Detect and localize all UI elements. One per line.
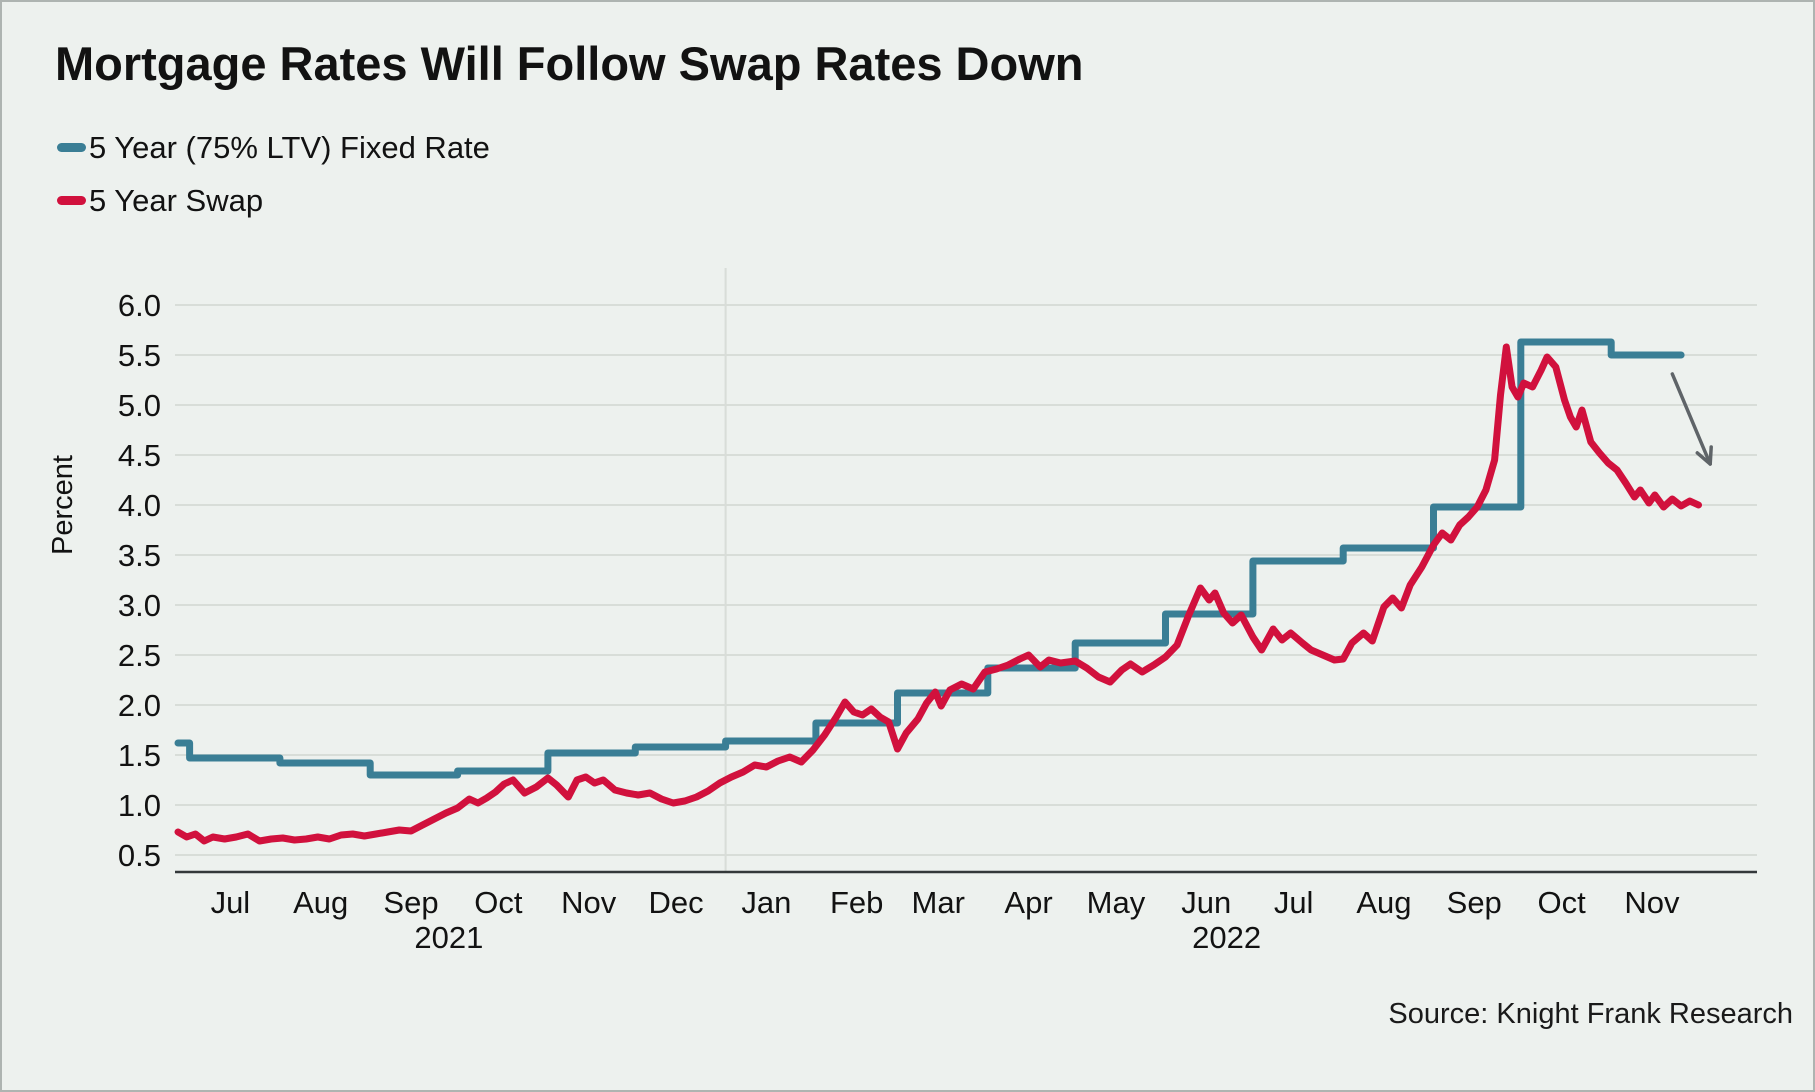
- series-line-swap: [174, 343, 1702, 845]
- legend-label-fixed-rate: 5 Year (75% LTV) Fixed Rate: [89, 129, 490, 165]
- x-tick-label-2-sep: Sep: [383, 885, 438, 920]
- legend-item-fixed-rate: 5 Year (75% LTV) Fixed Rate: [57, 121, 490, 174]
- y-tick-label-5.5: 5.5: [118, 338, 161, 373]
- year-label-2022: 2022: [1192, 920, 1261, 955]
- x-tick-label-4-nov: Nov: [561, 885, 617, 920]
- x-tick-label-3-oct: Oct: [474, 885, 523, 920]
- annotation-arrowhead-icon: [1695, 445, 1713, 466]
- y-tick-label-3.0: 3.0: [118, 588, 161, 623]
- x-tick-label-9-apr: Apr: [1004, 885, 1052, 920]
- year-label-2021: 2021: [414, 920, 483, 955]
- x-tick-label-16-nov: Nov: [1624, 885, 1680, 920]
- y-tick-label-2.0: 2.0: [118, 688, 161, 723]
- y-tick-label-4.0: 4.0: [118, 488, 161, 523]
- annotation-arrow-shaft: [1670, 372, 1712, 466]
- x-tick-label-13-aug: Aug: [1356, 885, 1411, 920]
- x-tick-label-12-jul: Jul: [1274, 885, 1314, 920]
- x-tick-label-6-jan: Jan: [741, 885, 791, 920]
- x-tick-label-8-mar: Mar: [912, 885, 965, 920]
- x-tick-label-10-may: May: [1087, 885, 1146, 920]
- y-axis-title: Percent: [47, 455, 79, 555]
- y-tick-label-1.5: 1.5: [118, 738, 161, 773]
- series-line-fixed-rate: [174, 338, 1685, 779]
- x-tick-label-7-feb: Feb: [830, 885, 883, 920]
- chart-legend: 5 Year (75% LTV) Fixed Rate 5 Year Swap: [57, 121, 490, 227]
- chart-title: Mortgage Rates Will Follow Swap Rates Do…: [55, 37, 1084, 90]
- legend-label-swap: 5 Year Swap: [89, 182, 264, 218]
- swap-swatch-icon: [57, 196, 86, 205]
- y-tick-label-0.5: 0.5: [118, 838, 161, 873]
- x-tick-label-1-aug: Aug: [293, 885, 348, 920]
- x-tick-label-14-sep: Sep: [1447, 885, 1502, 920]
- source-note: Source: Knight Frank Research: [1388, 998, 1793, 1030]
- y-tick-label-4.5: 4.5: [118, 438, 161, 473]
- x-tick-label-15-oct: Oct: [1538, 885, 1587, 920]
- y-tick-label-5.0: 5.0: [118, 388, 161, 423]
- y-tick-label-2.5: 2.5: [118, 638, 161, 673]
- fixed-rate-swatch-icon: [57, 143, 86, 152]
- x-tick-label-0-jul: Jul: [211, 885, 251, 920]
- y-tick-label-3.5: 3.5: [118, 538, 161, 573]
- y-tick-label-1.0: 1.0: [118, 788, 161, 823]
- x-tick-label-11-jun: Jun: [1181, 885, 1231, 920]
- legend-item-swap: 5 Year Swap: [57, 174, 490, 227]
- x-tick-label-5-dec: Dec: [649, 885, 704, 920]
- y-tick-label-6.0: 6.0: [118, 288, 161, 323]
